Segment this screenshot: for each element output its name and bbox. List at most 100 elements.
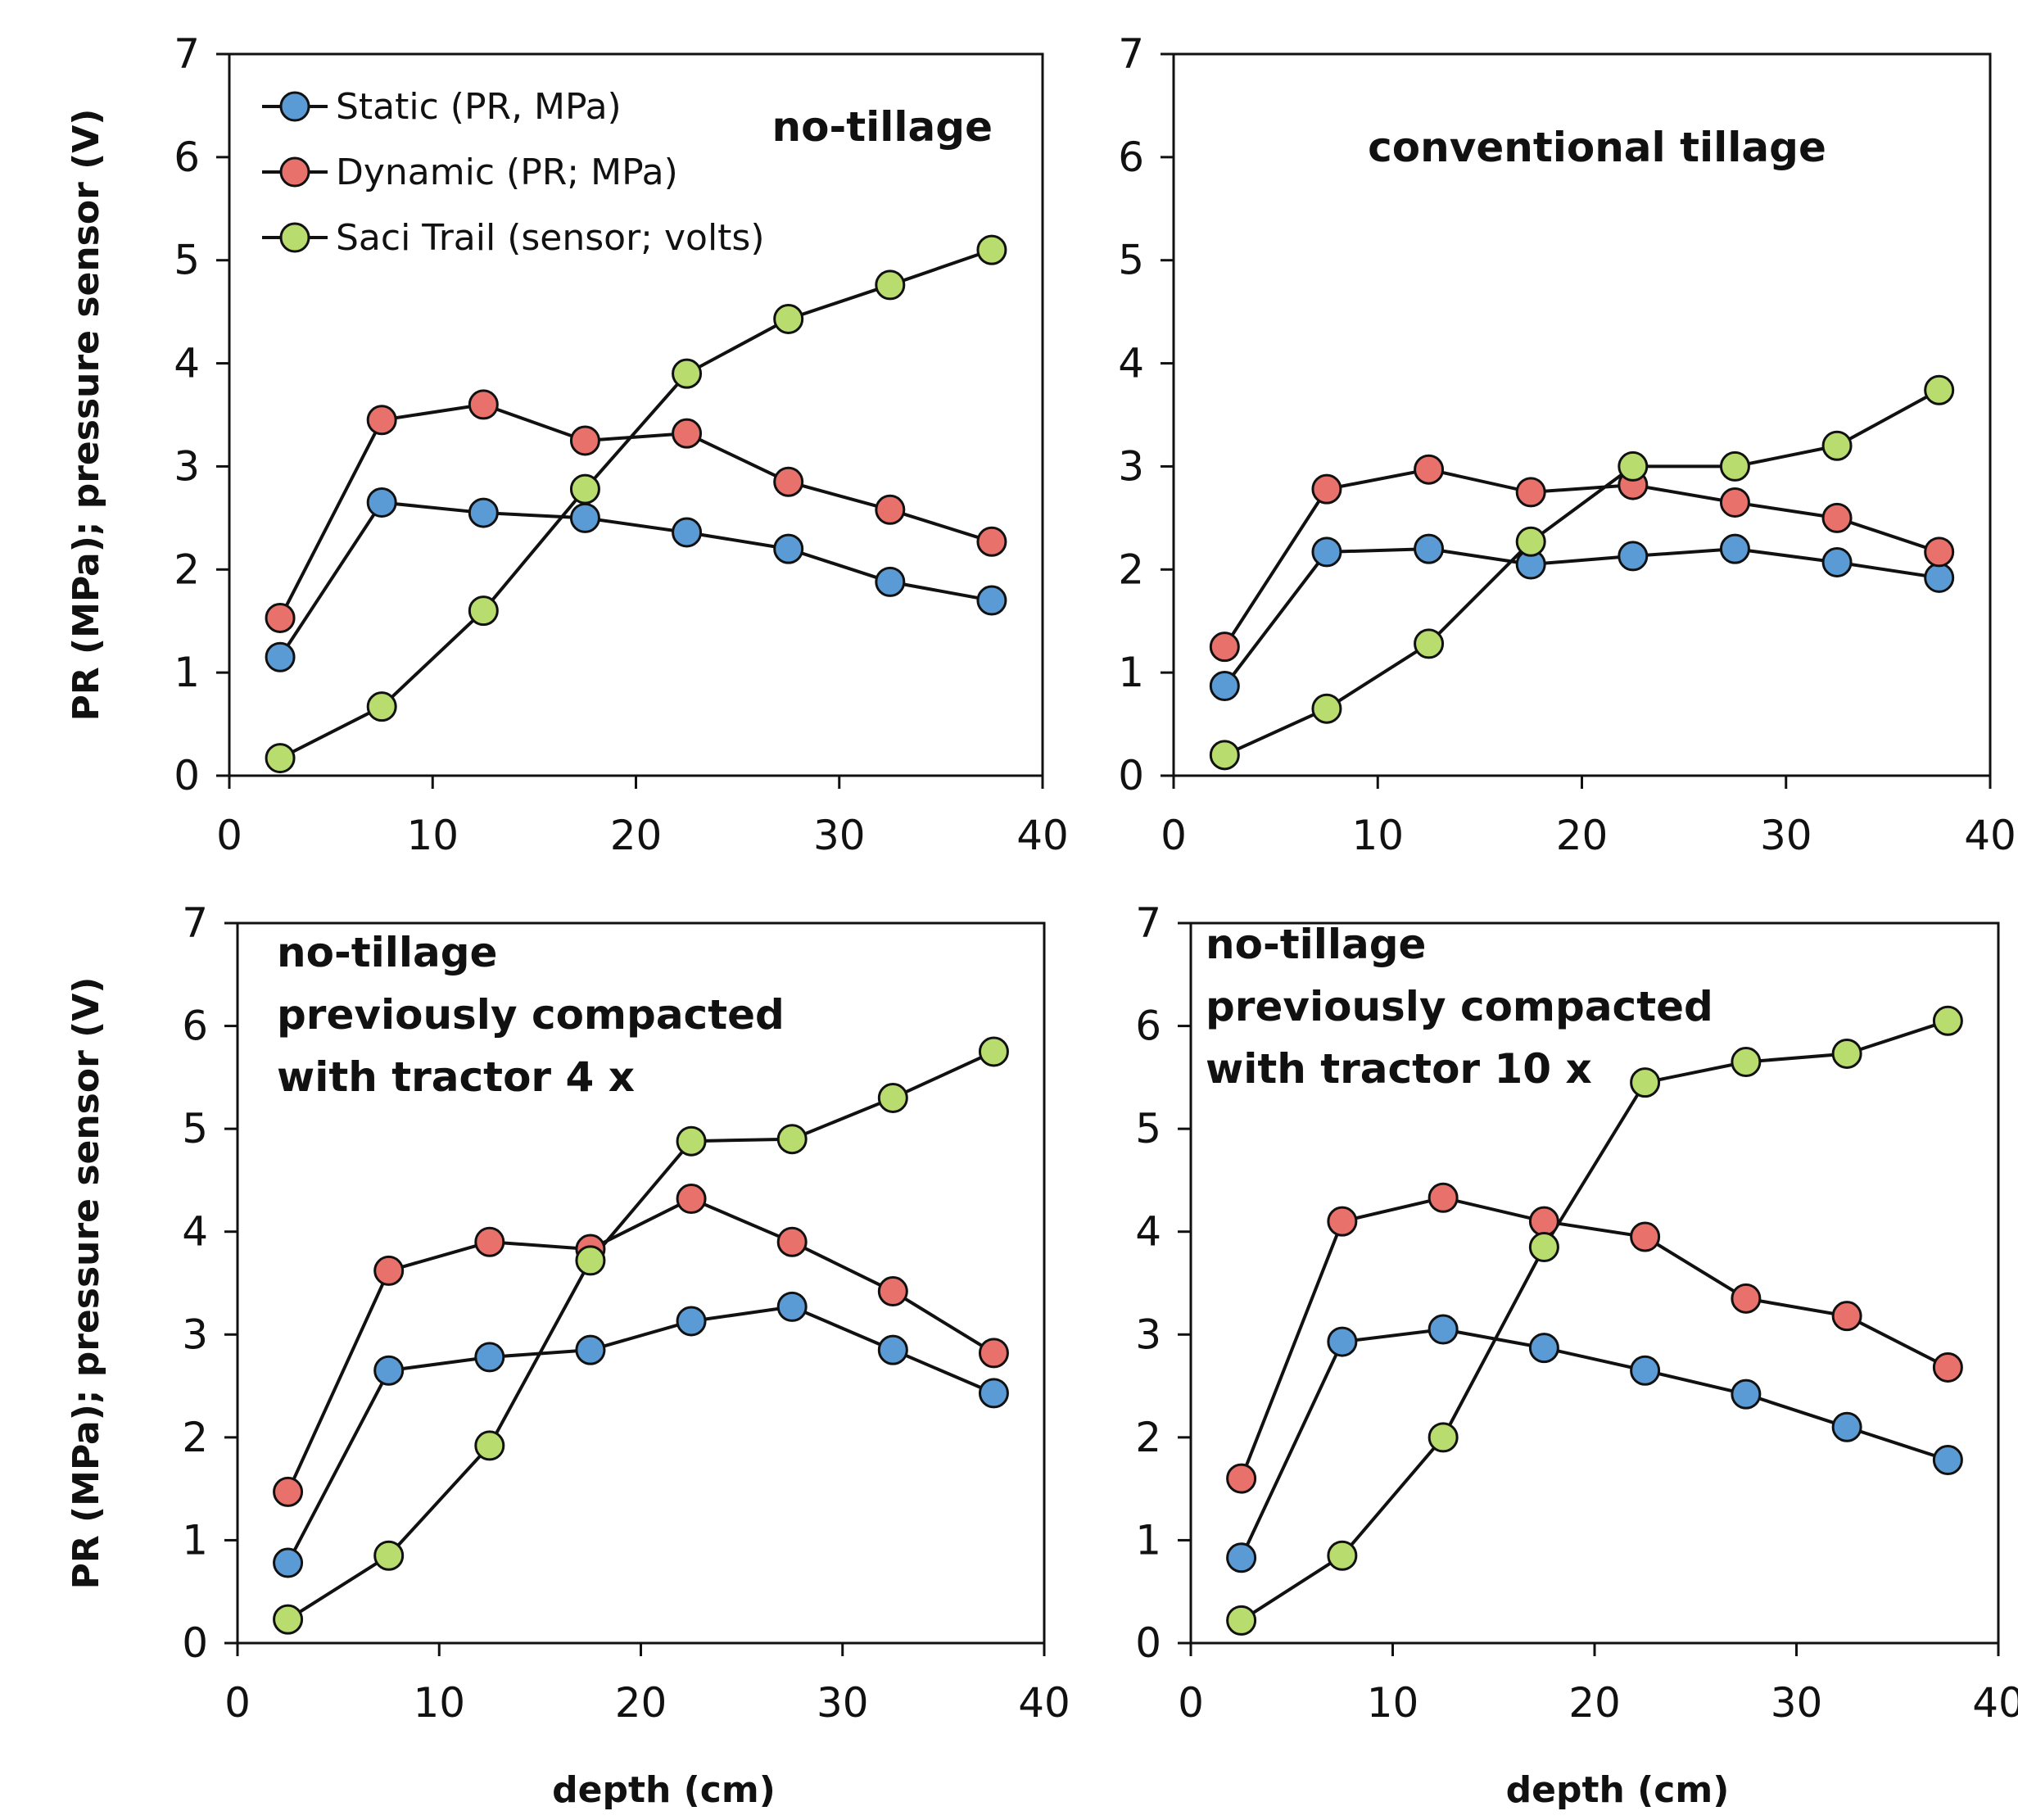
data-point [1924, 374, 1955, 405]
data-point [1831, 1411, 1862, 1442]
data-point [373, 1255, 405, 1286]
data-point [1528, 1206, 1559, 1237]
legend: Static (PR, MPa) Dynamic (PR; MPa) Saci Tr… [262, 86, 765, 259]
x-tick-label: 30 [1771, 1679, 1823, 1727]
x-tick-label: 30 [1760, 812, 1812, 859]
data-point [877, 1334, 908, 1365]
y-tick-label: 0 [1118, 752, 1144, 799]
y-tick-label: 1 [182, 1516, 208, 1564]
series-line-3 [279, 248, 993, 760]
y-tick-label: 0 [174, 752, 200, 799]
panel-title: no-tillage previously compacted with tract… [277, 929, 785, 1101]
data-point [1327, 1206, 1358, 1237]
data-point [1924, 562, 1955, 593]
data-point [976, 234, 1007, 265]
data-point [672, 517, 703, 548]
series-line-1 [278, 500, 993, 659]
y-tick-label: 2 [1118, 546, 1144, 593]
x-tick-label: 0 [1161, 812, 1187, 859]
data-point [875, 494, 906, 525]
data-point [1515, 526, 1546, 557]
chart-panel-1: 0 1 2 3 4 5 6 7 0 10 20 30 40 no-tillage PR (MPa); pre… [66, 30, 1069, 859]
x-tick-label: 40 [1964, 812, 2016, 859]
data-point [1618, 541, 1649, 572]
data-point [978, 1338, 1009, 1369]
data-point [1924, 536, 1955, 568]
data-point [1414, 533, 1445, 564]
x-tick-label: 0 [1178, 1679, 1204, 1727]
series-line-1 [286, 1305, 995, 1564]
y-tick-label: 4 [182, 1208, 208, 1256]
data-point [1719, 533, 1750, 564]
x-tick-label: 0 [224, 1679, 251, 1727]
x-tick-label: 40 [1016, 812, 1069, 859]
series-line-2 [278, 402, 993, 619]
data-point [1932, 1005, 1963, 1036]
y-tick-label: 1 [1135, 1516, 1161, 1564]
legend-entry: Saci Trail (sensor; volts) [336, 217, 765, 259]
data-point [569, 425, 600, 456]
series-line-1 [1223, 547, 1939, 687]
data-point [773, 466, 804, 497]
panel-title-line: previously compacted [277, 991, 785, 1039]
data-point [468, 497, 499, 528]
x-tick-label: 10 [1351, 812, 1404, 859]
data-point [1821, 430, 1853, 461]
panel-title-line: no-tillage [277, 929, 497, 976]
data-point [1428, 1182, 1459, 1213]
x-tick-label: 10 [406, 812, 459, 859]
legend-marker [279, 222, 310, 253]
y-tick-label: 4 [1135, 1208, 1161, 1256]
data-point [468, 595, 499, 627]
plot-frame [1189, 921, 2000, 1645]
x-tick-label: 0 [216, 812, 242, 859]
data-point [373, 1355, 405, 1386]
panel-title-line: with tractor 10 x [1206, 1045, 1592, 1093]
panel-title: conventional tillage [1368, 124, 1826, 171]
x-tick-label: 20 [615, 1679, 667, 1727]
data-point [265, 602, 296, 633]
legend-entry: Static (PR, MPa) [336, 86, 622, 128]
data-point [672, 358, 703, 389]
data-point [474, 1226, 505, 1257]
y-tick-label: 5 [182, 1105, 208, 1152]
y-tick-label: 7 [182, 899, 208, 947]
series-line-3 [287, 1050, 995, 1621]
data-point [366, 691, 397, 722]
data-point [1821, 546, 1853, 577]
data-point [1719, 487, 1750, 518]
data-point [976, 526, 1007, 557]
y-axis-title: PR (MPa); pressure sensor (V) [66, 977, 107, 1590]
x-tick-label: 40 [1018, 1679, 1070, 1727]
x-axis-title: depth (cm) [552, 1769, 776, 1811]
y-tick-label: 5 [174, 237, 200, 284]
y-tick-label: 3 [1118, 442, 1144, 490]
data-point [474, 1342, 505, 1373]
data-point [366, 487, 397, 518]
data-point [1831, 1301, 1862, 1332]
data-point [676, 1306, 707, 1337]
data-point [273, 1604, 304, 1635]
data-point [265, 743, 296, 774]
y-tick-label: 7 [174, 30, 200, 78]
y-tick-label: 2 [1135, 1414, 1161, 1461]
y-tick-label: 6 [1135, 1003, 1161, 1050]
data-point [575, 1334, 606, 1365]
series-line-2 [1239, 1196, 1949, 1479]
data-point [776, 1226, 808, 1257]
series-line-3 [1240, 1019, 1948, 1623]
y-tick-label: 2 [182, 1414, 208, 1461]
series-line-3 [1224, 388, 1940, 757]
data-point [877, 1276, 908, 1307]
data-point [468, 389, 499, 420]
data-point [1630, 1355, 1661, 1386]
chart-panel-3: 0 1 2 3 4 5 6 7 0 10 20 30 40 no-tillage previously co… [66, 899, 1070, 1811]
panel-title: no-tillage [772, 103, 993, 151]
data-point [1528, 1333, 1559, 1364]
data-point [1831, 1038, 1862, 1069]
data-point [776, 1124, 808, 1155]
y-tick-label: 7 [1135, 899, 1161, 947]
y-tick-label: 6 [174, 134, 200, 181]
data-point [672, 418, 703, 449]
x-tick-label: 10 [413, 1679, 465, 1727]
